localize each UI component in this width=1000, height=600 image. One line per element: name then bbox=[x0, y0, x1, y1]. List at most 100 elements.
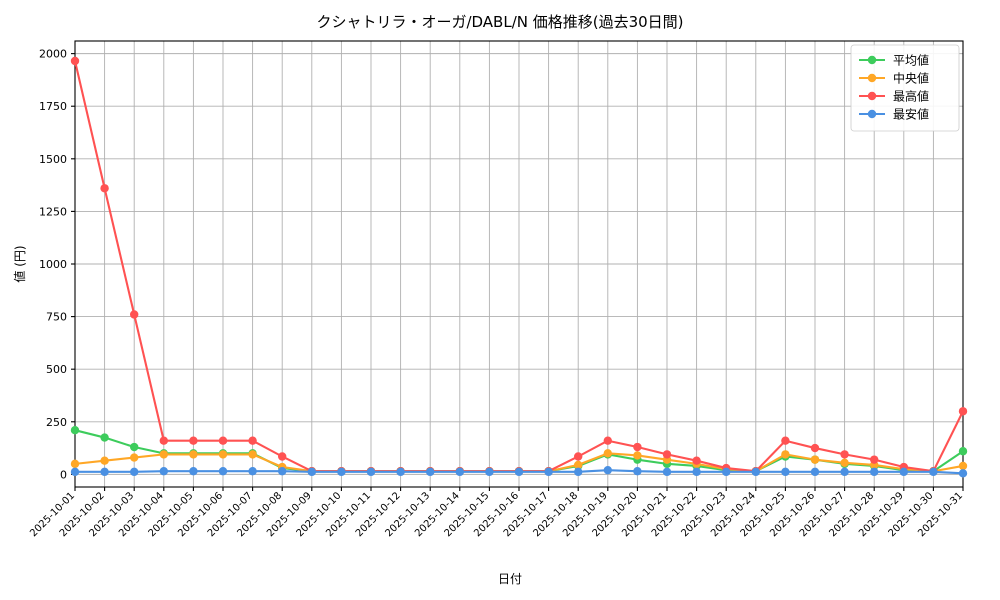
data-point bbox=[692, 467, 701, 477]
data-point bbox=[574, 467, 583, 477]
data-point bbox=[218, 436, 228, 445]
data-point bbox=[159, 436, 168, 445]
data-point bbox=[159, 450, 168, 459]
chart-title: クシャトリラ・オーガ/DABL/N 価格推移(過去30日間) bbox=[316, 13, 683, 31]
data-point bbox=[633, 442, 642, 452]
data-point bbox=[870, 467, 879, 477]
data-point bbox=[958, 469, 968, 478]
data-point bbox=[899, 467, 908, 477]
data-point bbox=[189, 450, 198, 459]
data-point bbox=[100, 456, 109, 465]
data-point bbox=[929, 467, 938, 477]
data-point bbox=[218, 450, 228, 459]
data-point bbox=[455, 467, 464, 477]
data-point bbox=[633, 467, 642, 476]
legend-label: 最安値 bbox=[893, 107, 929, 122]
data-point bbox=[189, 467, 198, 476]
data-point bbox=[248, 467, 257, 476]
data-point bbox=[396, 467, 405, 477]
data-point bbox=[70, 56, 80, 66]
data-point bbox=[574, 460, 583, 470]
data-point bbox=[130, 467, 139, 477]
data-point bbox=[100, 433, 109, 442]
data-point bbox=[722, 467, 731, 477]
y-tick-label: 1750 bbox=[39, 100, 67, 113]
data-point bbox=[514, 467, 524, 477]
data-point bbox=[958, 447, 968, 456]
data-point bbox=[603, 465, 612, 475]
gridlines bbox=[74, 41, 964, 487]
data-point bbox=[781, 436, 790, 445]
y-tick-label: 0 bbox=[60, 468, 67, 481]
y-axis-ticks: 0 250 500 750 1000 1250 1500 1750 2000 bbox=[39, 48, 75, 481]
data-point bbox=[248, 436, 257, 445]
data-point bbox=[159, 467, 168, 476]
legend-item-2[interactable]: 最高値 bbox=[859, 89, 929, 104]
data-point bbox=[781, 450, 790, 459]
data-point bbox=[100, 184, 109, 193]
data-point bbox=[840, 467, 849, 477]
x-axis-label: 日付 bbox=[498, 572, 522, 586]
legend-marker-icon bbox=[867, 55, 877, 65]
data-point bbox=[485, 467, 494, 477]
data-series bbox=[70, 56, 968, 478]
data-point bbox=[958, 407, 968, 416]
x-axis-ticks: 2025-10-012025-10-022025-10-032025-10-04… bbox=[28, 487, 965, 539]
chart-title-group: クシャトリラ・オーガ/DABL/N 価格推移(過去30日間) bbox=[316, 13, 683, 31]
legend-item-1[interactable]: 中央値 bbox=[859, 71, 929, 86]
data-point bbox=[189, 436, 198, 445]
data-point bbox=[100, 467, 109, 477]
legend-marker-icon bbox=[867, 91, 877, 101]
legend-item-3[interactable]: 最安値 bbox=[859, 107, 929, 122]
data-point bbox=[810, 467, 820, 477]
data-point bbox=[751, 467, 760, 477]
legend-label: 平均値 bbox=[893, 53, 929, 68]
data-point bbox=[870, 455, 879, 464]
data-point bbox=[130, 453, 139, 462]
data-point bbox=[603, 449, 612, 458]
data-point bbox=[810, 455, 820, 464]
data-point bbox=[70, 425, 80, 435]
data-point bbox=[70, 459, 80, 469]
legend-item-0[interactable]: 平均値 bbox=[859, 53, 929, 68]
y-tick-label: 1000 bbox=[39, 258, 67, 271]
legend-marker-icon bbox=[867, 73, 877, 83]
data-point bbox=[426, 467, 435, 477]
plot-frame bbox=[74, 40, 964, 488]
y-tick-label: 2000 bbox=[39, 48, 67, 61]
data-point bbox=[307, 467, 316, 477]
data-point bbox=[662, 450, 672, 459]
data-point bbox=[840, 458, 849, 468]
data-point bbox=[662, 467, 672, 477]
y-tick-label: 1500 bbox=[39, 153, 67, 166]
data-point bbox=[130, 442, 139, 452]
y-tick-label: 250 bbox=[46, 416, 67, 429]
data-point bbox=[278, 452, 287, 461]
data-point bbox=[248, 450, 257, 459]
data-point bbox=[574, 452, 583, 461]
y-tick-label: 1250 bbox=[39, 205, 67, 218]
y-axis-label: 値 (円) bbox=[12, 245, 27, 282]
y-axis-label-group: 値 (円) bbox=[12, 245, 27, 282]
x-axis-label-group: 日付 bbox=[498, 572, 522, 586]
data-point bbox=[70, 467, 80, 477]
data-point bbox=[810, 443, 820, 453]
data-point bbox=[781, 467, 790, 477]
data-point bbox=[958, 461, 968, 471]
legend-label: 中央値 bbox=[893, 71, 929, 86]
data-point bbox=[366, 467, 376, 477]
series-3 bbox=[70, 465, 968, 478]
legend-label: 最高値 bbox=[893, 89, 929, 104]
data-point bbox=[603, 436, 612, 445]
data-point bbox=[218, 467, 228, 476]
data-point bbox=[633, 451, 642, 460]
y-tick-label: 500 bbox=[46, 363, 67, 376]
y-tick-label: 750 bbox=[46, 311, 67, 324]
legend-marker-icon bbox=[867, 109, 877, 119]
data-point bbox=[692, 456, 701, 465]
data-point bbox=[278, 467, 287, 476]
data-point bbox=[840, 450, 849, 459]
